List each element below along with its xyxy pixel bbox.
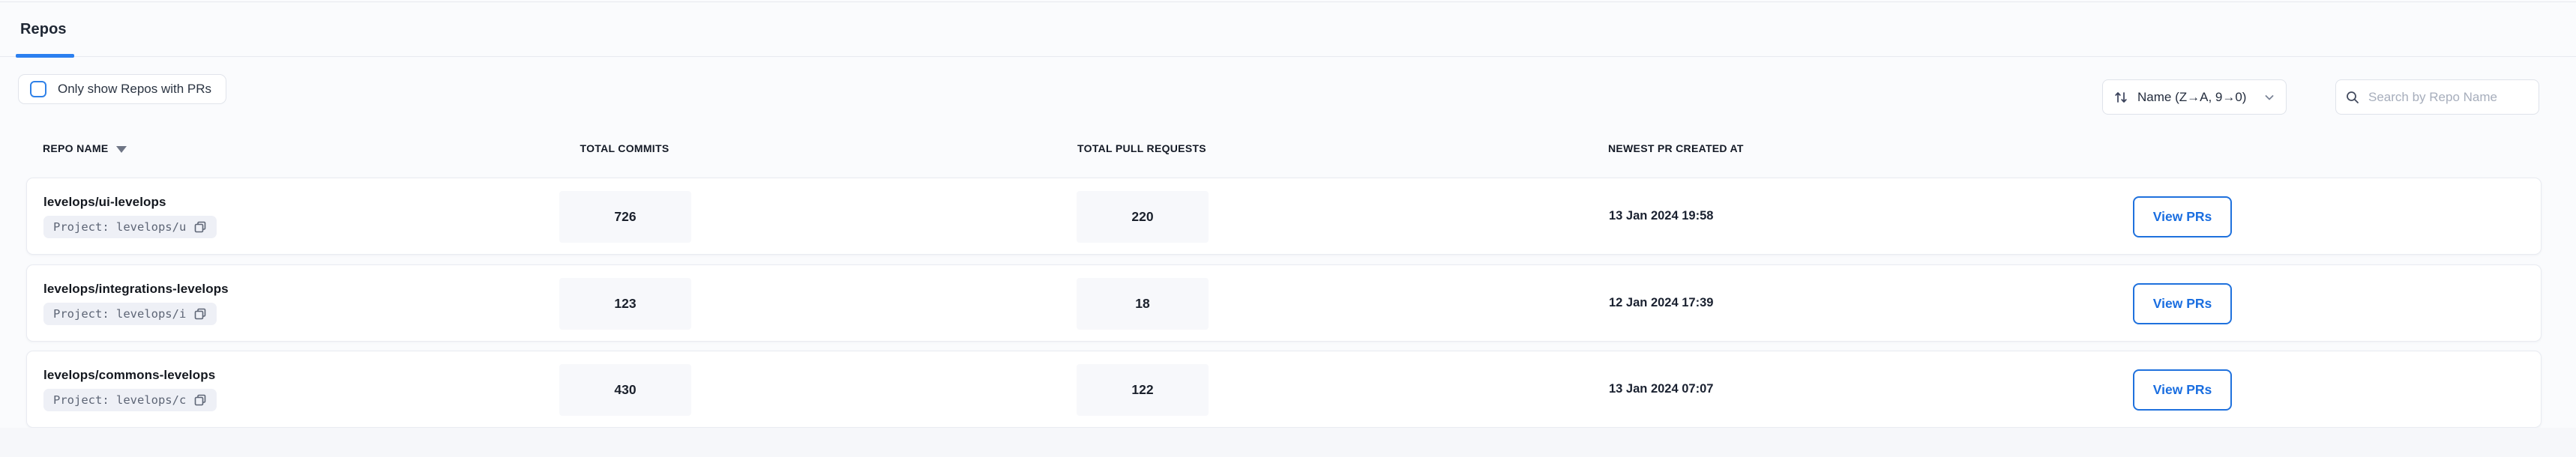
only-show-repos-with-prs-toggle[interactable]: Only show Repos with PRs	[18, 74, 227, 104]
repo-search	[2335, 79, 2539, 115]
sort-dropdown[interactable]: Name (Z→A, 9→0)	[2102, 79, 2287, 115]
table-row: levelops/integrations-levelops Project: …	[26, 264, 2542, 342]
sort-arrows-icon	[2113, 90, 2128, 105]
filter-checkbox-label: Only show Repos with PRs	[58, 82, 212, 96]
tab-repos[interactable]: Repos	[16, 2, 71, 56]
copy-icon[interactable]	[193, 307, 207, 321]
search-input[interactable]	[2368, 89, 2530, 105]
repo-cell: levelops/commons-levelops Project: level…	[43, 351, 217, 427]
table-row: levelops/ui-levelops Project: levelops/u…	[26, 178, 2542, 255]
column-header-repo-name[interactable]: REPO NAME	[43, 137, 127, 160]
top-divider	[0, 1, 2576, 2]
sort-caret-icon	[115, 145, 127, 153]
project-tag[interactable]: Project: levelops/i	[43, 302, 217, 325]
view-prs-button[interactable]: View PRs	[2133, 369, 2232, 411]
search-icon	[2345, 90, 2360, 105]
total-commits-value: 123	[559, 278, 691, 330]
project-tag-label: Project: levelops/i	[53, 306, 187, 321]
tab-bar: Repos	[0, 2, 2576, 58]
newest-pr-header-label: NEWEST PR CREATED AT	[1608, 142, 1744, 154]
total-pull-requests-header-label: TOTAL PULL REQUESTS	[1077, 142, 1206, 154]
copy-icon[interactable]	[193, 220, 207, 234]
repo-name-header-label: REPO NAME	[43, 142, 109, 154]
total-commits-value: 430	[559, 364, 691, 416]
total-pull-requests-value: 122	[1077, 364, 1209, 416]
column-header-newest-pr-created-at: NEWEST PR CREATED AT	[1608, 137, 1744, 160]
total-pull-requests-value: 18	[1077, 278, 1209, 330]
copy-icon[interactable]	[193, 393, 207, 407]
project-tag-label: Project: levelops/u	[53, 220, 187, 234]
view-prs-button[interactable]: View PRs	[2133, 283, 2232, 324]
chevron-down-icon	[2263, 91, 2275, 103]
repo-name: levelops/integrations-levelops	[43, 281, 229, 296]
project-tag[interactable]: Project: levelops/c	[43, 388, 217, 411]
repo-name: levelops/commons-levelops	[43, 367, 216, 382]
repo-name: levelops/ui-levelops	[43, 194, 166, 209]
total-pull-requests-value: 220	[1077, 191, 1209, 243]
newest-pr-created-at-value: 12 Jan 2024 17:39	[1609, 296, 1714, 309]
active-tab-indicator	[16, 54, 74, 58]
checkbox-icon[interactable]	[30, 81, 46, 97]
repo-cell: levelops/ui-levelops Project: levelops/u	[43, 178, 217, 254]
repo-cell: levelops/integrations-levelops Project: …	[43, 265, 229, 341]
column-header-total-commits: TOTAL COMMITS	[559, 137, 690, 160]
table-row: levelops/commons-levelops Project: level…	[26, 351, 2542, 428]
project-tag-label: Project: levelops/c	[53, 393, 187, 407]
view-prs-button[interactable]: View PRs	[2133, 196, 2232, 237]
column-header-total-pull-requests: TOTAL PULL REQUESTS	[1076, 137, 1208, 160]
newest-pr-created-at-value: 13 Jan 2024 19:58	[1609, 209, 1714, 223]
page-background	[0, 428, 2576, 457]
total-commits-value: 726	[559, 191, 691, 243]
project-tag[interactable]: Project: levelops/u	[43, 215, 217, 238]
total-commits-header-label: TOTAL COMMITS	[580, 142, 669, 154]
sort-selected-option: Name (Z→A, 9→0)	[2137, 89, 2247, 104]
tab-repos-label: Repos	[20, 20, 67, 37]
newest-pr-created-at-value: 13 Jan 2024 07:07	[1609, 382, 1714, 396]
table-header: REPO NAME TOTAL COMMITS TOTAL PULL REQUE…	[0, 137, 2576, 160]
